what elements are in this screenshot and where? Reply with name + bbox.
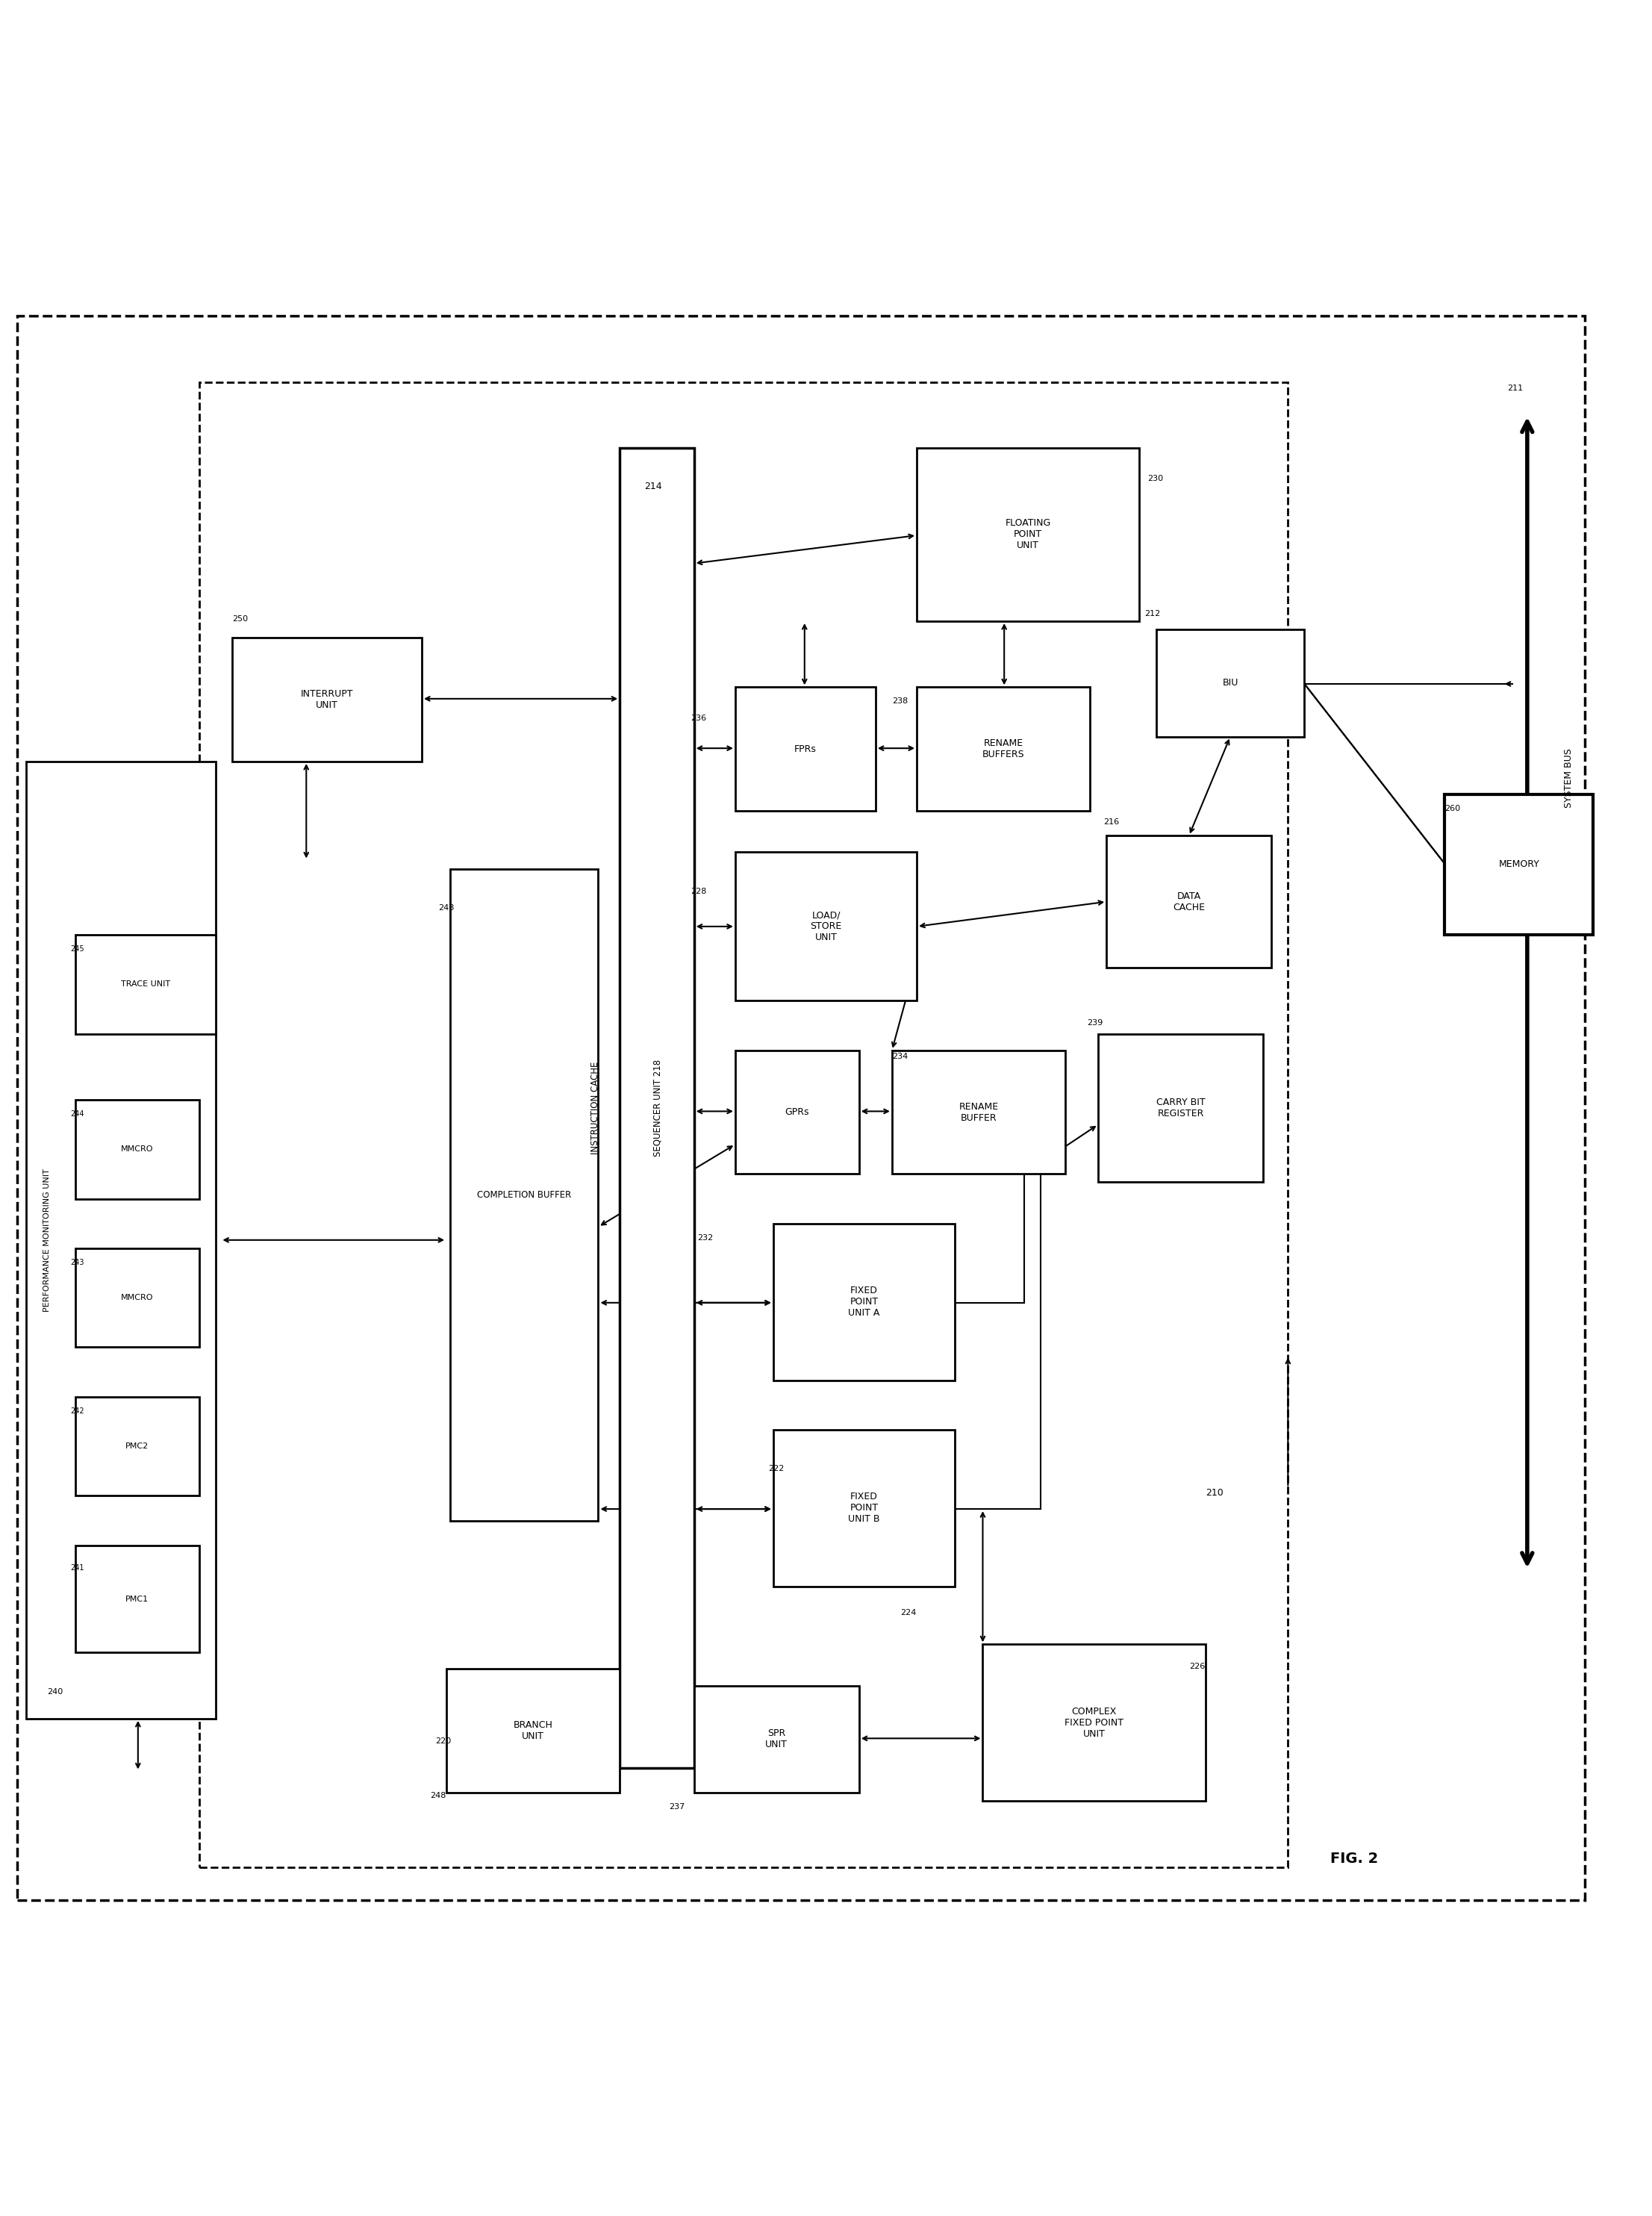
Text: SPR
UNIT: SPR UNIT bbox=[765, 1728, 788, 1751]
Text: RENAME
BUFFERS: RENAME BUFFERS bbox=[983, 738, 1024, 760]
Text: 250: 250 bbox=[231, 616, 248, 623]
FancyBboxPatch shape bbox=[735, 853, 917, 1002]
FancyBboxPatch shape bbox=[231, 638, 421, 762]
Text: 216: 216 bbox=[1104, 818, 1118, 827]
Text: FIG. 2: FIG. 2 bbox=[1330, 1853, 1378, 1866]
Text: 230: 230 bbox=[1148, 474, 1163, 483]
Text: 244: 244 bbox=[71, 1110, 84, 1117]
FancyBboxPatch shape bbox=[446, 1669, 620, 1793]
Text: 236: 236 bbox=[691, 714, 707, 722]
FancyBboxPatch shape bbox=[1446, 796, 1593, 935]
FancyBboxPatch shape bbox=[983, 1644, 1206, 1802]
Bar bbox=[26, 762, 215, 1720]
FancyBboxPatch shape bbox=[773, 1223, 955, 1381]
Text: FIXED
POINT
UNIT B: FIXED POINT UNIT B bbox=[847, 1491, 881, 1525]
Text: 240: 240 bbox=[48, 1689, 63, 1695]
FancyBboxPatch shape bbox=[892, 1050, 1066, 1174]
Text: 226: 226 bbox=[1189, 1662, 1204, 1671]
Text: 228: 228 bbox=[691, 886, 707, 895]
FancyBboxPatch shape bbox=[1156, 629, 1305, 736]
Text: PERFORMANCE MONITORING UNIT: PERFORMANCE MONITORING UNIT bbox=[43, 1168, 51, 1312]
Text: FIXED
POINT
UNIT A: FIXED POINT UNIT A bbox=[847, 1285, 881, 1319]
Text: 248: 248 bbox=[438, 904, 454, 911]
Text: GPRs: GPRs bbox=[785, 1108, 809, 1117]
FancyBboxPatch shape bbox=[1099, 1033, 1264, 1183]
Text: BIU: BIU bbox=[1222, 678, 1239, 687]
Text: INSTRUCTION CACHE: INSTRUCTION CACHE bbox=[590, 1061, 600, 1155]
Text: DATA
CACHE: DATA CACHE bbox=[1173, 891, 1204, 913]
FancyBboxPatch shape bbox=[694, 1686, 859, 1793]
Text: 260: 260 bbox=[1446, 804, 1460, 813]
Text: 241: 241 bbox=[71, 1564, 84, 1571]
Text: FPRs: FPRs bbox=[795, 745, 816, 753]
FancyBboxPatch shape bbox=[917, 687, 1090, 811]
Text: INTERRUPT
UNIT: INTERRUPT UNIT bbox=[301, 689, 354, 709]
Text: 238: 238 bbox=[892, 698, 909, 705]
FancyBboxPatch shape bbox=[917, 448, 1140, 620]
Text: 248: 248 bbox=[430, 1793, 446, 1799]
Text: PMC1: PMC1 bbox=[126, 1596, 149, 1602]
FancyBboxPatch shape bbox=[76, 1099, 198, 1199]
Text: 222: 222 bbox=[768, 1465, 785, 1474]
Text: 245: 245 bbox=[71, 946, 84, 953]
FancyBboxPatch shape bbox=[449, 869, 598, 1520]
Text: 242: 242 bbox=[71, 1407, 84, 1414]
Text: COMPLETION BUFFER: COMPLETION BUFFER bbox=[477, 1190, 572, 1199]
FancyBboxPatch shape bbox=[735, 1050, 859, 1174]
Text: CARRY BIT
REGISTER: CARRY BIT REGISTER bbox=[1156, 1097, 1206, 1119]
Text: 212: 212 bbox=[1145, 609, 1160, 618]
Bar bbox=[198, 381, 1289, 1868]
Text: 243: 243 bbox=[71, 1259, 84, 1265]
FancyBboxPatch shape bbox=[76, 1248, 198, 1347]
Text: SEQUENCER UNIT 218: SEQUENCER UNIT 218 bbox=[653, 1059, 662, 1157]
Text: RENAME
BUFFER: RENAME BUFFER bbox=[958, 1101, 998, 1124]
Text: 237: 237 bbox=[669, 1804, 686, 1810]
FancyBboxPatch shape bbox=[76, 1545, 198, 1653]
Text: TRACE UNIT: TRACE UNIT bbox=[121, 979, 170, 988]
Text: 239: 239 bbox=[1087, 1019, 1102, 1026]
Text: COMPLEX
FIXED POINT
UNIT: COMPLEX FIXED POINT UNIT bbox=[1064, 1706, 1123, 1740]
Text: 232: 232 bbox=[697, 1234, 714, 1241]
Text: 224: 224 bbox=[900, 1609, 917, 1615]
Bar bbox=[620, 448, 694, 1768]
Text: 210: 210 bbox=[1206, 1489, 1222, 1498]
Text: SYSTEM BUS: SYSTEM BUS bbox=[1563, 749, 1573, 807]
FancyBboxPatch shape bbox=[1107, 835, 1272, 968]
FancyBboxPatch shape bbox=[76, 935, 215, 1033]
Text: FLOATING
POINT
UNIT: FLOATING POINT UNIT bbox=[1006, 519, 1051, 550]
Text: 211: 211 bbox=[1507, 383, 1523, 392]
Text: 220: 220 bbox=[434, 1737, 451, 1744]
Text: 234: 234 bbox=[892, 1053, 909, 1059]
FancyBboxPatch shape bbox=[735, 687, 876, 811]
Text: BRANCH
UNIT: BRANCH UNIT bbox=[514, 1720, 553, 1742]
Text: 214: 214 bbox=[644, 481, 662, 492]
FancyBboxPatch shape bbox=[76, 1396, 198, 1496]
Text: MEMORY: MEMORY bbox=[1498, 860, 1540, 869]
Text: MMCRO: MMCRO bbox=[121, 1294, 154, 1301]
Text: PMC2: PMC2 bbox=[126, 1443, 149, 1449]
Text: MMCRO: MMCRO bbox=[121, 1146, 154, 1152]
FancyBboxPatch shape bbox=[773, 1429, 955, 1587]
Text: LOAD/
STORE
UNIT: LOAD/ STORE UNIT bbox=[809, 911, 843, 942]
